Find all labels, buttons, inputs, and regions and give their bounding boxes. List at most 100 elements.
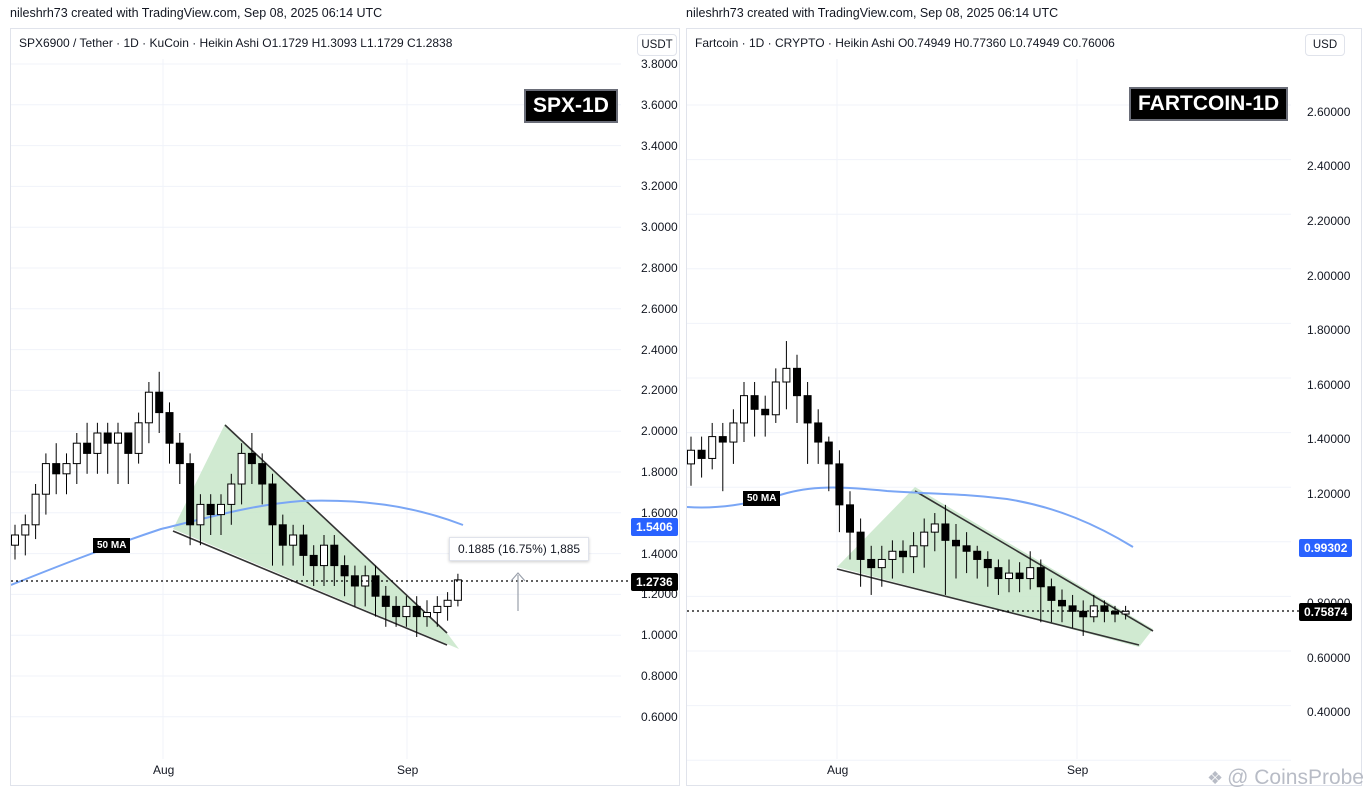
candle-body — [994, 567, 1003, 580]
price-tick-label: 1.40000 — [1307, 432, 1351, 446]
price-tick-label: 1.4000 — [641, 546, 678, 561]
fartcoin-symbol-legend: Fartcoin · 1D · CRYPTO · Heikin Ashi O0.… — [695, 36, 1115, 50]
candle-body — [729, 422, 738, 443]
candle-body — [1036, 567, 1045, 588]
candle-body — [973, 550, 982, 560]
candle-body — [217, 503, 225, 516]
candle-body — [175, 442, 184, 465]
candle-body — [1047, 586, 1056, 601]
price-tick-label: 2.20000 — [1307, 214, 1351, 228]
candle-body — [392, 605, 401, 618]
candle-body — [1079, 610, 1088, 618]
price-tick-label: 3.0000 — [641, 220, 678, 235]
candle-body — [72, 442, 81, 465]
candle-body — [750, 395, 759, 410]
spx-symbol-legend: SPX6900 / Tether · 1D · KuCoin · Heikin … — [19, 36, 453, 50]
price-tick-label: 3.2000 — [641, 179, 678, 194]
wedge-support-line — [172, 530, 448, 646]
price-tick-label: 3.8000 — [641, 57, 678, 71]
spx-chart-panel[interactable]: SPX6900 / Tether · 1D · KuCoin · Heikin … — [10, 28, 680, 786]
candle-body — [846, 504, 854, 533]
chart-title-badge: SPX-1D — [524, 89, 618, 123]
candle-body — [899, 550, 907, 558]
spx-price-chart[interactable] — [11, 29, 681, 787]
candle-body — [1058, 599, 1066, 607]
price-tick-label: 2.00000 — [1307, 269, 1351, 283]
candle-body — [877, 558, 886, 569]
candle-body — [371, 575, 380, 597]
candle-body — [83, 442, 92, 454]
candle-body — [289, 534, 298, 546]
chart-caption: nileshrh73 created with TradingView.com,… — [686, 6, 1059, 20]
candle-body — [930, 523, 939, 533]
candle-body — [402, 605, 411, 618]
time-axis-label-sep: Sep — [1067, 763, 1089, 777]
candle-body — [62, 463, 71, 475]
candle-body — [962, 545, 971, 552]
candle-body — [761, 408, 770, 416]
candle-body — [340, 565, 349, 577]
candle-body — [206, 503, 215, 516]
candle-body — [941, 523, 950, 541]
price-tick-label: 2.4000 — [641, 342, 678, 357]
candle-body — [740, 395, 748, 424]
candle-body — [196, 503, 205, 526]
candle-body — [453, 579, 462, 601]
candle-body — [782, 367, 791, 383]
fartcoin-chart-panel[interactable]: Fartcoin · 1D · CRYPTO · Heikin Ashi O0.… — [686, 28, 1362, 786]
price-tick-label: 1.60000 — [1307, 378, 1351, 392]
candle-body — [31, 493, 40, 526]
candle-body — [227, 483, 236, 505]
candle-body — [237, 452, 246, 485]
currency-selector[interactable]: USDT — [637, 34, 677, 56]
candle-body — [134, 422, 143, 454]
time-axis-label-aug: Aug — [827, 763, 849, 777]
candle-body — [299, 534, 308, 556]
price-tick-label: 2.6000 — [641, 301, 678, 316]
candle-body — [41, 463, 50, 495]
candle-body — [258, 463, 267, 485]
price-tick-label: 2.40000 — [1307, 159, 1351, 173]
candle-body — [144, 391, 153, 424]
price-tick-label: 0.40000 — [1307, 705, 1351, 719]
candle-body — [320, 544, 328, 567]
fartcoin-price-chart[interactable] — [687, 29, 1363, 787]
currency-selector[interactable]: USD — [1305, 34, 1345, 56]
chart-caption: nileshrh73 created with TradingView.com,… — [10, 6, 383, 20]
candle-body — [1026, 567, 1035, 580]
candle-body — [330, 544, 339, 567]
candle-body — [835, 463, 844, 506]
candle-body — [952, 539, 960, 547]
candle-body — [278, 524, 287, 546]
candle-body — [867, 558, 876, 569]
ma-label: 50 MA — [93, 538, 131, 553]
price-tick-label: 1.80000 — [1307, 323, 1351, 337]
coinsprobe-logo-icon: ❖ — [1206, 767, 1224, 788]
candle-body — [920, 531, 929, 547]
candle-body — [309, 554, 318, 567]
price-tick-label: 2.8000 — [641, 261, 678, 275]
wedge-resistance-line — [914, 490, 1154, 632]
last-price-tag: 0.75874 — [1299, 603, 1353, 621]
candle-body — [381, 595, 390, 607]
candle-body — [909, 545, 918, 558]
time-axis-label-aug: Aug — [153, 763, 175, 777]
price-tick-label: 0.60000 — [1307, 651, 1351, 665]
candle-body — [888, 550, 897, 560]
watermark-text: @ CoinsProbe — [1227, 766, 1364, 789]
candle-body — [1121, 610, 1130, 615]
candle-body — [114, 432, 122, 444]
candle-body — [983, 558, 992, 569]
price-range-measure[interactable]: 0.1885 (16.75%) 1,885 — [449, 537, 590, 561]
ma-label: 50 MA — [743, 491, 781, 506]
candle-body — [93, 432, 102, 454]
candle-body — [412, 605, 421, 618]
candle-body — [268, 483, 277, 526]
candle-body — [1015, 572, 1024, 580]
price-tick-label: 2.60000 — [1307, 105, 1351, 119]
price-tick-label: 3.6000 — [641, 97, 678, 112]
last-price-tag: 1.2736 — [631, 573, 678, 591]
candle-body — [793, 367, 801, 397]
candle-body — [124, 432, 133, 454]
candle-body — [165, 412, 174, 444]
